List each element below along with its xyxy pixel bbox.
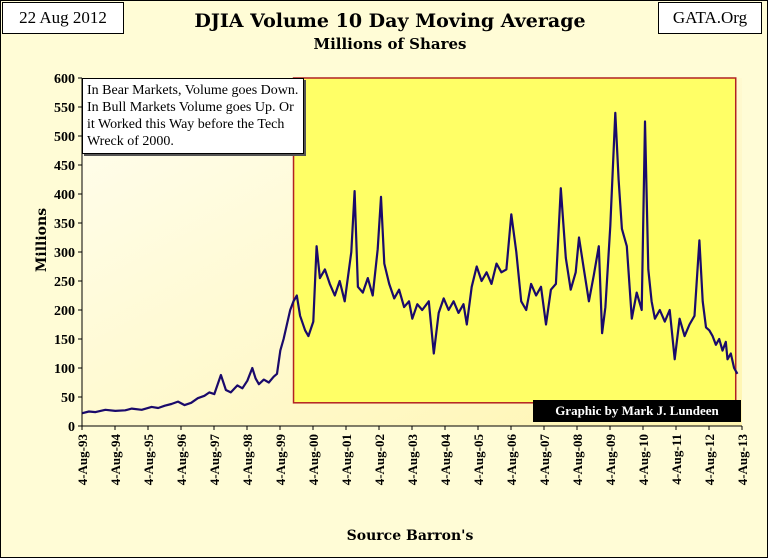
y-axis-label: Millions [34, 207, 50, 273]
annotation-box: In Bear Markets, Volume goes Down. In Bu… [82, 78, 304, 154]
x-tick-label: 4-Aug-96 [174, 434, 189, 486]
x-tick-label: 4-Aug-97 [207, 434, 222, 486]
x-tick-label: 4-Aug-02 [372, 434, 387, 485]
source-site-label: GATA.Org [658, 2, 762, 34]
chart-title: DJIA Volume 10 Day Moving Average [194, 10, 586, 32]
y-tick-label: 150 [54, 333, 75, 348]
y-tick-label: 100 [54, 362, 75, 377]
x-tick-label: 4-Aug-13 [735, 434, 750, 486]
x-tick-label: 4-Aug-11 [669, 434, 684, 485]
y-tick-label: 0 [68, 420, 75, 435]
y-tick-label: 300 [54, 246, 75, 261]
y-tick-label: 350 [54, 217, 75, 232]
date-label: 22 Aug 2012 [2, 2, 124, 34]
x-tick-label: 4-Aug-12 [702, 434, 717, 485]
x-tick-label: 4-Aug-00 [306, 434, 321, 485]
x-tick-label: 4-Aug-09 [603, 434, 618, 486]
x-tick-label: 4-Aug-10 [636, 434, 651, 485]
x-tick-label: 4-Aug-93 [75, 434, 90, 486]
x-tick-label: 4-Aug-98 [240, 434, 255, 486]
x-tick-label: 4-Aug-06 [504, 434, 519, 486]
y-tick-label: 500 [54, 130, 75, 145]
y-tick-label: 250 [54, 275, 75, 290]
y-tick-label: 400 [54, 188, 75, 203]
x-tick-label: 4-Aug-95 [141, 434, 156, 486]
x-tick-label: 4-Aug-03 [405, 434, 420, 486]
x-tick-label: 4-Aug-07 [537, 434, 552, 486]
y-tick-label: 550 [54, 101, 75, 116]
credit-label: Graphic by Mark J. Lundeen [533, 400, 741, 422]
x-tick-label: 4-Aug-04 [438, 434, 453, 486]
y-tick-label: 600 [54, 72, 75, 87]
x-tick-label: 4-Aug-99 [273, 434, 288, 486]
x-tick-label: 4-Aug-05 [471, 434, 486, 486]
x-tick-label: 4-Aug-08 [570, 434, 585, 486]
x-tick-label: 4-Aug-01 [339, 434, 354, 485]
y-tick-label: 450 [54, 159, 75, 174]
y-tick-label: 200 [54, 304, 75, 319]
x-tick-label: 4-Aug-94 [108, 434, 123, 486]
x-axis-label: Source Barron's [346, 528, 474, 544]
y-tick-label: 50 [61, 391, 75, 406]
chart-subtitle: Millions of Shares [313, 35, 467, 53]
series-line-0 [82, 111, 739, 415]
